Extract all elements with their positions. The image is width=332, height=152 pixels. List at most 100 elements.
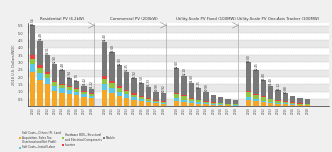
- Bar: [44, 72, 50, 74]
- Text: $1.22: $1.22: [89, 80, 93, 88]
- Bar: [174, 101, 179, 106]
- Bar: [218, 103, 223, 104]
- Text: $1.42: $1.42: [82, 77, 86, 85]
- Bar: [138, 96, 144, 97]
- Bar: [225, 99, 231, 104]
- Bar: [253, 71, 259, 94]
- Bar: [131, 95, 137, 97]
- Bar: [30, 72, 36, 106]
- Bar: [218, 104, 223, 105]
- Bar: [67, 78, 72, 86]
- Bar: [52, 91, 57, 106]
- Bar: [210, 103, 216, 104]
- Bar: [290, 104, 295, 105]
- Bar: [161, 101, 166, 102]
- Bar: [74, 81, 79, 88]
- Bar: [203, 101, 209, 102]
- Bar: [117, 96, 122, 106]
- Bar: [210, 102, 216, 103]
- Bar: [102, 76, 107, 79]
- Bar: [283, 101, 288, 102]
- Bar: [290, 103, 295, 104]
- Text: $1.60: $1.60: [189, 75, 193, 83]
- Bar: [196, 104, 202, 106]
- Bar: [81, 91, 87, 92]
- Bar: [275, 103, 281, 104]
- Text: $1.70: $1.70: [75, 73, 79, 81]
- Bar: [117, 65, 122, 86]
- Bar: [59, 85, 65, 88]
- Bar: [203, 102, 209, 103]
- Bar: [89, 98, 94, 106]
- Bar: [89, 93, 94, 94]
- Bar: [117, 88, 122, 92]
- Bar: [196, 100, 202, 102]
- Bar: [109, 88, 115, 93]
- Bar: [138, 99, 144, 101]
- Bar: [131, 100, 137, 106]
- Bar: [44, 84, 50, 106]
- Bar: [161, 93, 166, 101]
- Bar: [246, 97, 251, 100]
- Bar: [30, 59, 36, 64]
- Text: $2.80: $2.80: [117, 57, 121, 65]
- Bar: [283, 104, 288, 106]
- Bar: [246, 92, 251, 97]
- Bar: [153, 101, 159, 102]
- Bar: [210, 95, 216, 102]
- Bar: [275, 90, 281, 100]
- Text: $1.33: $1.33: [147, 79, 151, 86]
- Bar: [174, 93, 179, 94]
- Bar: [138, 101, 144, 106]
- Bar: [261, 102, 266, 106]
- Bar: [37, 73, 43, 80]
- Bar: [246, 100, 251, 106]
- Bar: [268, 86, 273, 99]
- Bar: [52, 81, 57, 83]
- Bar: [28, 40, 329, 48]
- Bar: [196, 88, 202, 100]
- Text: $5.54: $5.54: [31, 17, 35, 25]
- Bar: [210, 105, 216, 106]
- Bar: [131, 93, 137, 95]
- Bar: [253, 101, 259, 106]
- Bar: [305, 99, 310, 104]
- Text: $4.40: $4.40: [103, 34, 107, 41]
- Bar: [218, 97, 223, 103]
- Bar: [275, 100, 281, 101]
- Bar: [67, 94, 72, 106]
- Bar: [109, 83, 115, 88]
- Text: $1.25: $1.25: [197, 80, 201, 88]
- Bar: [117, 86, 122, 88]
- Bar: [67, 90, 72, 94]
- Bar: [59, 84, 65, 85]
- Bar: [89, 88, 94, 93]
- Bar: [261, 96, 266, 97]
- Bar: [253, 94, 259, 95]
- Bar: [233, 105, 238, 106]
- Text: $2.48: $2.48: [60, 62, 64, 70]
- Bar: [28, 84, 329, 92]
- Bar: [275, 101, 281, 103]
- Bar: [138, 97, 144, 99]
- Bar: [37, 68, 43, 73]
- Bar: [189, 98, 194, 99]
- Bar: [290, 105, 295, 106]
- Bar: [261, 100, 266, 102]
- Bar: [203, 104, 209, 106]
- Bar: [181, 100, 187, 102]
- Bar: [189, 83, 194, 98]
- Bar: [268, 99, 273, 102]
- Bar: [225, 104, 231, 105]
- Bar: [81, 97, 87, 106]
- Bar: [59, 88, 65, 93]
- Bar: [305, 105, 310, 106]
- Text: $3.68: $3.68: [110, 44, 114, 52]
- Bar: [52, 86, 57, 91]
- Bar: [283, 93, 288, 101]
- Bar: [109, 52, 115, 81]
- Bar: [146, 87, 151, 98]
- Bar: [81, 92, 87, 94]
- Bar: [153, 100, 159, 101]
- Bar: [283, 102, 288, 104]
